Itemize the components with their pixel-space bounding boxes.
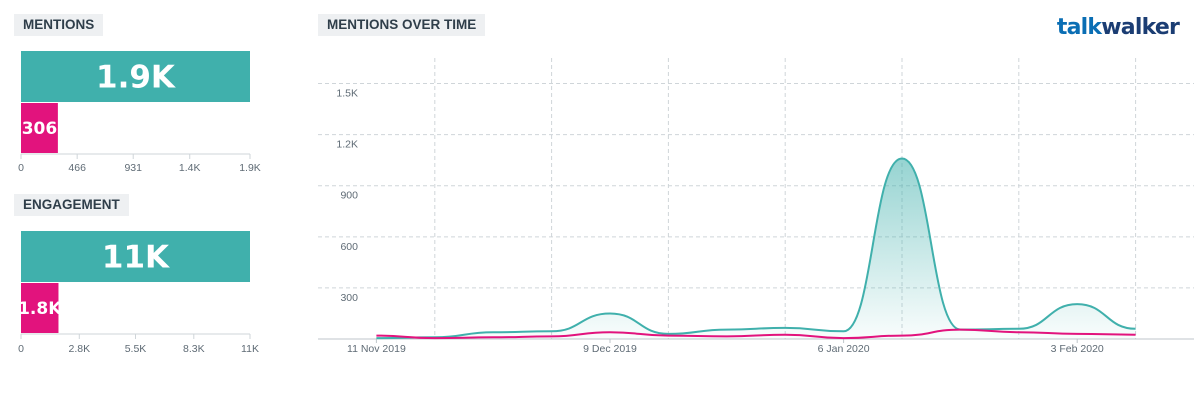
mentions-tick-label: 0 [18,162,24,174]
engagement-tick-label: 11K [241,343,259,355]
engagement-bar [21,283,59,333]
timeline-y-tick-label: 1.2K [336,139,358,151]
logo-talk-text: talk [1056,15,1102,40]
timeline-series-1-line [376,328,1136,340]
mentions-tick-label: 1.9K [239,162,261,174]
logo-walker-text: walker [1101,15,1180,40]
engagement-bar-label: 11K [102,240,170,276]
mentions-tick-label: 466 [68,162,86,174]
timeline-x-tick-label: 9 Dec 2019 [583,343,637,355]
timeline-y-tick-label: 300 [340,292,358,304]
mentions-over-time-title: MENTIONS OVER TIME [318,14,486,36]
timeline-y-tick-label: 1.5K [336,88,358,100]
mentions-tick-label: 1.4K [179,162,201,174]
engagement-title: ENGAGEMENT [14,194,129,216]
mentions-bar-label: 306 [22,119,58,139]
engagement-tick-label: 2.8K [68,343,90,355]
mentions-bar [21,51,250,102]
timeline-series-0-line [376,157,1136,340]
mentions-bar [21,103,58,153]
engagement-tick-label: 5.5K [125,343,147,355]
timeline-x-tick-label: 3 Feb 2020 [1051,343,1104,355]
timeline-y-tick-label: 600 [340,241,358,253]
mentions-title: MENTIONS [14,14,104,36]
engagement-tick-label: 8.3K [183,343,205,355]
mentions-tick-label: 931 [124,162,142,174]
timeline-series-0-area [376,158,1136,339]
engagement-tick-label: 0 [18,343,24,355]
timeline-x-tick-label: 11 Nov 2019 [347,343,406,355]
engagement-bar-label: 1.8K [18,299,62,319]
mentions-bar-label: 1.9K [96,60,176,96]
timeline-y-tick-label: 900 [340,190,358,202]
timeline-x-tick-label: 6 Jan 2020 [818,343,870,355]
talkwalker-logo: talkwalker [1056,13,1180,43]
engagement-bar [21,231,250,282]
